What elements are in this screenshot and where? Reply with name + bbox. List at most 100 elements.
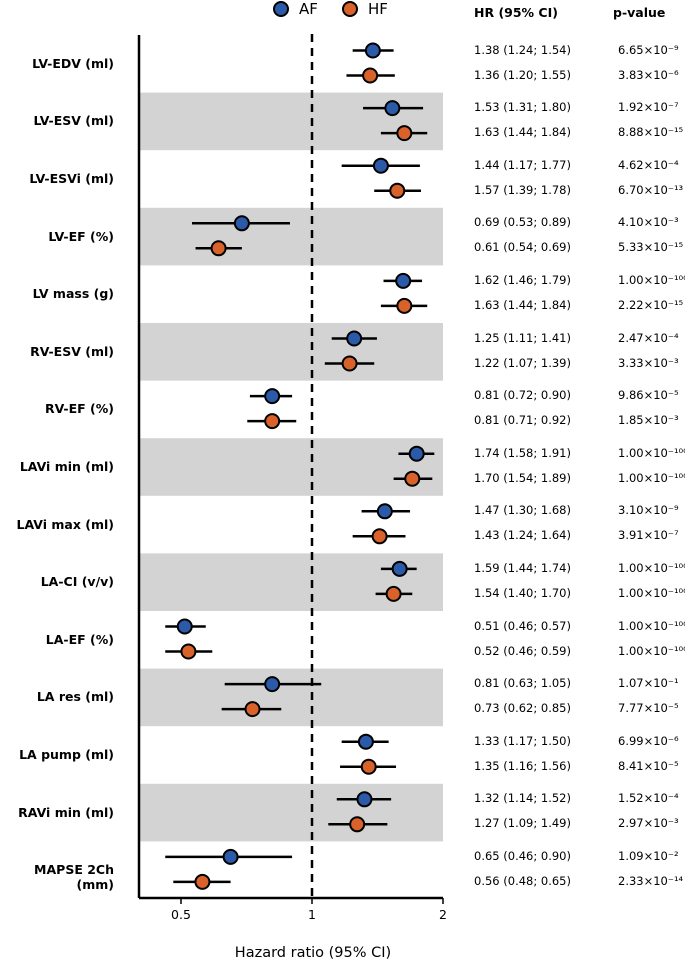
p-value-hf: 3.33×10⁻³: [618, 355, 679, 370]
p-value-af: 1.00×10⁻¹⁰⁰: [618, 272, 685, 287]
legend-marker-hf: [342, 1, 358, 17]
point-af: [176, 618, 193, 635]
legend-label-hf: HF: [368, 0, 388, 18]
hr-value-af: 1.62 (1.46; 1.79): [474, 272, 571, 287]
p-value-hf: 3.91×10⁻⁷: [618, 528, 679, 543]
row-label: LAVi min (ml): [19, 459, 114, 474]
x-tick-label: 2: [439, 907, 447, 922]
hr-value-hf: 1.57 (1.39; 1.78): [474, 182, 571, 197]
p-value-hf: 8.41×10⁻⁵: [618, 758, 679, 773]
hr-value-af: 1.74 (1.58; 1.91): [474, 445, 571, 460]
point-af: [233, 215, 250, 232]
hr-value-af: 0.51 (0.46; 0.57): [474, 618, 571, 633]
point-af: [222, 848, 239, 865]
axes: [137, 35, 444, 904]
p-value-af: 6.65×10⁻⁹: [618, 42, 679, 57]
hr-value-af: 1.44 (1.17; 1.77): [474, 157, 571, 172]
point-hf: [396, 125, 413, 142]
p-value-hf: 6.70×10⁻¹³: [618, 182, 684, 197]
hr-value-af: 1.32 (1.14; 1.52): [474, 791, 571, 806]
p-value-hf: 1.00×10⁻¹⁰⁰: [618, 470, 685, 485]
legend-markers: [273, 1, 358, 17]
point-hf: [349, 816, 366, 833]
p-value-hf: 3.83×10⁻⁶: [618, 67, 679, 82]
row-band: [139, 668, 443, 727]
p-value-hf: 2.22×10⁻¹⁵: [618, 297, 684, 312]
p-value-af: 4.62×10⁻⁴: [618, 157, 679, 172]
point-hf: [244, 701, 261, 718]
row-label: LV-EF (%): [48, 228, 114, 244]
row-label: LA-CI (v/v): [40, 574, 114, 590]
row-band: [139, 323, 443, 381]
row-label: LV mass (g): [32, 286, 114, 302]
point-af: [356, 791, 373, 808]
row-label: LV-ESV (ml): [33, 113, 115, 129]
hr-value-hf: 0.61 (0.54; 0.69): [474, 240, 571, 255]
hr-value-af: 1.59 (1.44; 1.74): [474, 560, 571, 575]
point-hf: [362, 67, 379, 84]
point-af: [395, 272, 412, 289]
hr-value-af: 0.81 (0.72; 0.90): [474, 388, 571, 403]
p-value-af: 3.10×10⁻⁹: [618, 503, 679, 518]
point-af: [408, 445, 425, 462]
row-label: LAVi max (ml): [16, 516, 115, 532]
legend-label-af: AF: [299, 0, 318, 18]
p-value-af: 1.00×10⁻¹⁰⁰: [618, 560, 685, 575]
p-value-hf: 5.33×10⁻¹⁵: [618, 240, 684, 255]
hr-value-af: 0.69 (0.53; 0.89): [474, 215, 571, 230]
row-label: RV-EF (%): [45, 401, 114, 417]
hr-value-af: 1.47 (1.30; 1.68): [474, 503, 571, 518]
p-value-af: 1.09×10⁻²: [618, 848, 679, 863]
hr-value-af: 1.33 (1.17; 1.50): [474, 733, 571, 748]
point-af: [391, 560, 408, 577]
data-marks: [165, 42, 435, 890]
hr-value-hf: 1.35 (1.16; 1.56): [474, 758, 571, 773]
p-value-hf: 1.85×10⁻³: [618, 413, 679, 428]
p-value-af: 1.00×10⁻¹⁰⁰: [618, 445, 685, 460]
point-hf: [210, 240, 227, 257]
hr-value-hf: 1.22 (1.07; 1.39): [474, 355, 571, 370]
hr-value-af: 0.81 (0.63; 1.05): [474, 676, 571, 691]
p-value-af: 1.07×10⁻¹: [618, 676, 679, 691]
hr-value-hf: 0.73 (0.62; 0.85): [474, 701, 571, 716]
point-af: [384, 100, 401, 117]
hr-column-header: HR (95% CI): [474, 5, 558, 20]
hr-value-hf: 1.63 (1.44; 1.84): [474, 125, 571, 140]
p-value-hf: 7.77×10⁻⁵: [618, 701, 679, 716]
row-band: [139, 92, 443, 151]
x-tick-label: 0.5: [171, 907, 191, 922]
row-band: [139, 783, 443, 842]
p-value-hf: 1.00×10⁻¹⁰⁰: [618, 643, 685, 658]
row-label: RV-ESV (ml): [30, 343, 114, 359]
row-label: LV-EDV (ml): [32, 55, 114, 71]
hr-value-hf: 1.63 (1.44; 1.84): [474, 297, 571, 312]
hr-value-af: 1.53 (1.31; 1.80): [474, 100, 571, 115]
row-label: LA-EF (%): [45, 631, 114, 647]
hr-value-hf: 1.27 (1.09; 1.49): [474, 816, 571, 831]
point-hf: [360, 758, 377, 775]
row-band: [139, 207, 443, 266]
x-tick-label: 1: [308, 907, 316, 922]
hr-value-hf: 0.81 (0.71; 0.92): [474, 413, 571, 428]
hr-value-af: 0.65 (0.46; 0.90): [474, 848, 571, 863]
point-hf: [389, 182, 406, 199]
x-axis-label: Hazard ratio (95% CI): [234, 945, 392, 961]
p-value-hf: 1.00×10⁻¹⁰⁰: [618, 585, 685, 600]
point-af: [346, 330, 363, 347]
row-bands: [139, 92, 443, 842]
point-hf: [404, 470, 421, 487]
point-hf: [180, 643, 197, 660]
hr-value-hf: 0.52 (0.46; 0.59): [474, 643, 571, 658]
hr-value-hf: 0.56 (0.48; 0.65): [474, 873, 571, 888]
hr-value-hf: 1.36 (1.20; 1.55): [474, 67, 571, 82]
p-value-af: 9.86×10⁻⁵: [618, 388, 679, 403]
p-value-af: 1.00×10⁻¹⁰⁰: [618, 618, 685, 633]
point-af: [376, 503, 393, 520]
row-label: RAVi min (ml): [18, 804, 114, 820]
row-label: LV-ESVi (ml): [29, 171, 114, 186]
p-value-hf: 2.33×10⁻¹⁴: [618, 873, 684, 888]
p-value-af: 1.92×10⁻⁷: [618, 100, 679, 115]
legend-marker-af: [273, 1, 289, 17]
point-hf: [341, 355, 358, 372]
